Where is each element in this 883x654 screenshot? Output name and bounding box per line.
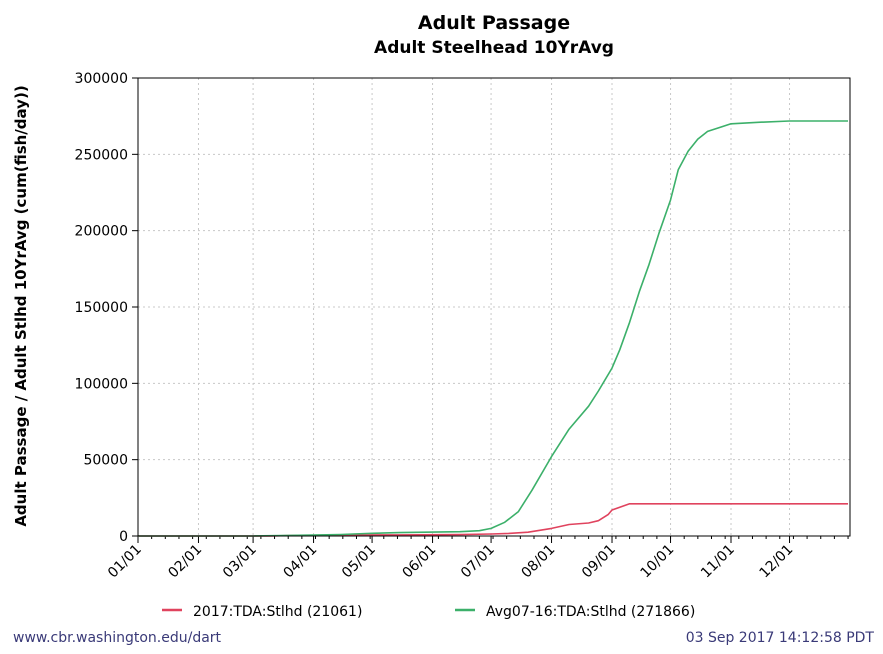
y-tick-label: 50000 bbox=[83, 453, 128, 469]
x-tick-label: 10/01 bbox=[638, 542, 678, 582]
y-tick-label: 300000 bbox=[75, 71, 128, 87]
y-tick-label: 200000 bbox=[75, 224, 128, 240]
chart-title: Adult Passage bbox=[418, 12, 570, 34]
series-line bbox=[138, 502, 848, 537]
legend: 2017:TDA:Stlhd (21061) Avg07-16:TDA:Stlhd… bbox=[162, 604, 695, 620]
y-tick-label: 150000 bbox=[75, 300, 128, 316]
data-lines bbox=[138, 120, 848, 537]
x-tick-label: 02/01 bbox=[165, 542, 205, 582]
x-tick-label: 08/01 bbox=[519, 542, 559, 582]
chart-subtitle: Adult Steelhead 10YrAvg bbox=[374, 38, 614, 58]
y-tick-label: 250000 bbox=[75, 147, 128, 163]
y-tick-label: 0 bbox=[119, 529, 128, 545]
plot-frame bbox=[137, 77, 851, 537]
legend-label: Avg07-16:TDA:Stlhd (271866) bbox=[486, 604, 695, 620]
x-tick-label: 11/01 bbox=[698, 542, 738, 582]
y-axis-ticks: 0 50000 100000 150000 200000 250000 300000 bbox=[75, 71, 138, 545]
legend-label: 2017:TDA:Stlhd (21061) bbox=[193, 604, 362, 620]
series-line bbox=[138, 120, 848, 537]
x-axis-ticks: 01/01 02/01 03/01 04/01 05/01 06/01 07/01 08/01… bbox=[105, 536, 849, 582]
y-axis-label: Adult Passage / Adult Stlhd 10YrAvg (cum… bbox=[12, 85, 30, 526]
x-tick-label: 03/01 bbox=[220, 542, 260, 582]
x-tick-label: 07/01 bbox=[458, 542, 498, 582]
footer-timestamp: 03 Sep 2017 14:12:58 PDT bbox=[686, 630, 875, 646]
x-tick-label: 12/01 bbox=[757, 542, 797, 582]
x-tick-label: 05/01 bbox=[339, 542, 379, 582]
y-tick-label: 100000 bbox=[75, 376, 128, 392]
x-tick-label: 09/01 bbox=[579, 542, 619, 582]
x-tick-label: 04/01 bbox=[281, 542, 321, 582]
grid-lines bbox=[138, 78, 850, 536]
x-tick-label: 06/01 bbox=[400, 542, 440, 582]
x-tick-label: 01/01 bbox=[105, 542, 145, 582]
footer-source-link[interactable]: www.cbr.washington.edu/dart bbox=[13, 630, 222, 646]
